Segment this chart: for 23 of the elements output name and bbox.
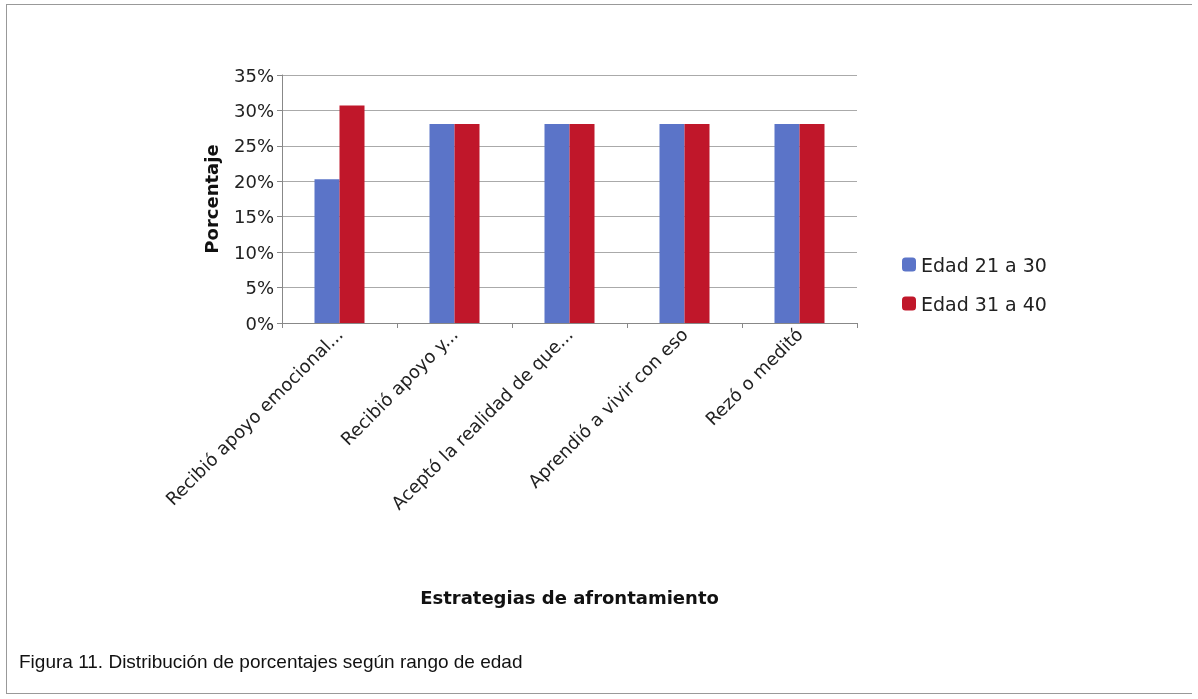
bar (314, 179, 340, 323)
legend-label: Edad 31 a 40 (921, 292, 1047, 315)
bar (569, 123, 595, 323)
bar (429, 123, 455, 323)
y-axis-title: Porcentaje (200, 144, 222, 254)
y-tick-label: 5% (245, 277, 274, 299)
bar (774, 123, 800, 323)
y-tick-label: 25% (233, 135, 274, 157)
y-tick-label: 10% (233, 241, 274, 263)
bar (454, 123, 480, 323)
y-tick-label: 15% (233, 206, 274, 228)
text: Figura 11. Distribución de porcentajes según rango de edad (19, 651, 523, 673)
y-tick-label: 35% (233, 64, 274, 86)
bar (684, 123, 710, 323)
y-tick-label: 20% (233, 170, 274, 192)
bar (339, 105, 365, 323)
bar (659, 123, 685, 323)
bar (799, 123, 825, 323)
y-tick-label: 0% (245, 312, 274, 334)
bar (544, 123, 570, 323)
y-tick-label: 30% (233, 99, 274, 121)
x-axis-title: Estrategias de afrontamiento (420, 586, 719, 608)
legend-label: Edad 21 a 30 (921, 253, 1047, 276)
